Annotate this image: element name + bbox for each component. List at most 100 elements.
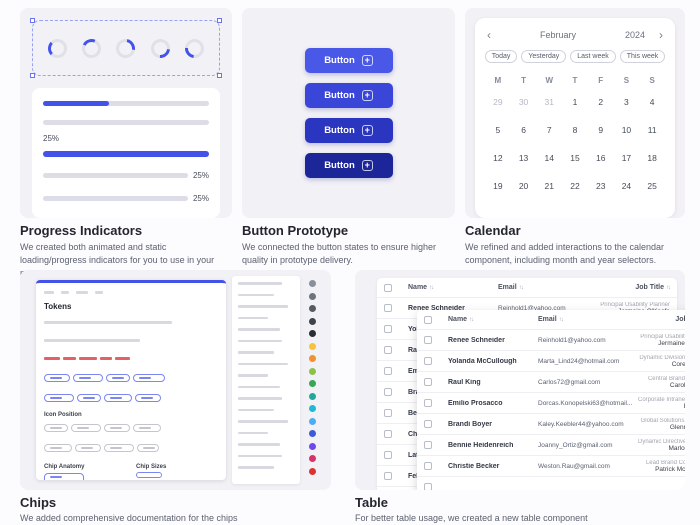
row-checkbox[interactable] xyxy=(424,441,432,449)
quick-filter-last-week[interactable]: Last week xyxy=(570,50,616,63)
progress-bar: 25% xyxy=(43,194,209,203)
chip-placeholder xyxy=(133,373,165,382)
row-checkbox[interactable] xyxy=(384,451,392,459)
quick-filter-yesterday[interactable]: Yesterday xyxy=(521,50,567,63)
date-cell[interactable]: 7 xyxy=(546,125,552,135)
row-checkbox[interactable] xyxy=(384,325,392,333)
year-selector[interactable]: 2024 xyxy=(624,30,645,40)
prototype-button[interactable]: Button + xyxy=(304,48,393,73)
date-cell[interactable]: 23 xyxy=(595,181,606,191)
date-cell[interactable]: 19 xyxy=(493,181,503,191)
date-cell[interactable]: 24 xyxy=(621,181,632,191)
row-checkbox[interactable] xyxy=(424,483,432,490)
link-text-line xyxy=(79,357,97,360)
row-checkbox[interactable] xyxy=(384,367,392,375)
date-cell[interactable]: 15 xyxy=(570,153,580,163)
weekday-label: M xyxy=(494,76,502,85)
date-cell[interactable]: 31 xyxy=(544,97,555,107)
column-header-name[interactable]: Name ↑↓ xyxy=(408,284,494,291)
cell-email: Reinhold1@yahoo.com xyxy=(498,304,566,312)
date-cell[interactable]: 30 xyxy=(518,97,529,107)
weekday-label: T xyxy=(521,76,526,85)
cell-job-title: Dynamic Directives AssistantMarlon Legro… xyxy=(638,439,685,452)
cell-job-title: Dynamic Division ArchitectCorey Rohan xyxy=(638,355,685,368)
quick-filter-today[interactable]: Today xyxy=(484,50,518,63)
row-checkbox[interactable] xyxy=(384,304,392,312)
selection-handle[interactable] xyxy=(30,18,35,23)
date-cell[interactable]: 9 xyxy=(598,125,604,135)
row-checkbox[interactable] xyxy=(384,472,392,480)
column-label: Email xyxy=(538,316,557,323)
sort-icon[interactable]: ↑↓ xyxy=(558,316,564,323)
date-cell[interactable]: 4 xyxy=(649,97,655,107)
date-cell[interactable]: 8 xyxy=(572,125,578,135)
selection-handle[interactable] xyxy=(217,18,222,23)
row-checkbox[interactable] xyxy=(424,357,432,365)
select-all-checkbox[interactable] xyxy=(384,283,392,292)
column-header-email[interactable]: Email ↑↓ xyxy=(538,316,634,323)
column-label: Job Title xyxy=(635,284,664,291)
date-cell[interactable]: 1 xyxy=(572,97,578,107)
chip-placeholder xyxy=(44,393,74,402)
date-cell[interactable]: 2 xyxy=(598,97,604,107)
chip-placeholder xyxy=(44,443,72,452)
prototype-button[interactable]: Button + xyxy=(304,118,393,143)
weekday-label: S xyxy=(623,76,630,85)
month-selector[interactable]: February xyxy=(539,30,576,40)
column-header-job-title[interactable]: Job Title↑↓ xyxy=(598,284,671,291)
select-all-checkbox[interactable] xyxy=(424,315,432,324)
row-checkbox[interactable] xyxy=(384,388,392,396)
date-cell[interactable]: 10 xyxy=(621,125,632,135)
row-checkbox[interactable] xyxy=(384,430,392,438)
date-cell[interactable]: 25 xyxy=(647,181,657,191)
button-label: Button xyxy=(324,125,355,136)
chip-placeholder xyxy=(75,443,101,452)
row-checkbox[interactable] xyxy=(384,346,392,354)
sort-icon[interactable]: ↑↓ xyxy=(518,284,524,291)
row-checkbox[interactable] xyxy=(384,409,392,417)
sort-icon[interactable]: ↑↓ xyxy=(469,316,474,323)
date-cell[interactable]: 11 xyxy=(647,125,657,135)
plus-icon: + xyxy=(361,160,373,171)
cell-job-title: Global Solutions DesignerGlenn Cremin xyxy=(638,418,685,431)
date-cell[interactable]: 14 xyxy=(544,153,555,163)
table-row xyxy=(417,477,685,490)
selection-handle[interactable] xyxy=(217,73,222,78)
date-cell[interactable]: 13 xyxy=(518,153,529,163)
prototype-button[interactable]: Button + xyxy=(304,153,393,178)
selection-handle[interactable] xyxy=(30,73,35,78)
date-cell[interactable]: 16 xyxy=(595,153,606,163)
date-cell[interactable]: 29 xyxy=(493,97,503,107)
date-cell[interactable]: 22 xyxy=(570,181,580,191)
date-cell[interactable]: 17 xyxy=(621,153,632,163)
prototype-button[interactable]: Button + xyxy=(304,83,393,108)
row-checkbox[interactable] xyxy=(424,336,432,344)
text-line xyxy=(238,408,274,411)
quick-filter-this-week[interactable]: This week xyxy=(619,50,666,63)
column-header-name[interactable]: Name ↑↓ xyxy=(448,316,534,323)
row-checkbox[interactable] xyxy=(424,378,432,386)
color-dot xyxy=(309,392,316,400)
sort-icon[interactable]: ↑↓ xyxy=(429,284,434,291)
column-header-email[interactable]: Email ↑↓ xyxy=(498,284,594,291)
row-checkbox[interactable] xyxy=(424,462,432,470)
date-cell[interactable]: 6 xyxy=(521,125,526,135)
job-role: Corporate Intranet Associate xyxy=(638,396,685,403)
sort-icon[interactable]: ↑↓ xyxy=(666,284,671,291)
chevron-left-icon[interactable]: ‹ xyxy=(487,27,491,42)
text-line xyxy=(44,321,172,324)
text-line xyxy=(238,351,274,354)
chips-doc-page: Tokens Icon Position Chip Anatomy Chip S… xyxy=(36,280,226,480)
cell-email: Marta_Lind24@hotmail.com xyxy=(538,357,620,365)
progress-indicators-card: 25% 25% 25% xyxy=(20,8,232,218)
date-cell[interactable]: 20 xyxy=(518,181,529,191)
date-cell[interactable]: 12 xyxy=(493,153,503,163)
date-cell[interactable]: 3 xyxy=(624,97,629,107)
row-checkbox[interactable] xyxy=(424,420,432,428)
chevron-right-icon[interactable]: › xyxy=(659,27,663,42)
date-cell[interactable]: 21 xyxy=(544,181,555,191)
column-header-job-title[interactable]: Job Title↑↓ xyxy=(638,316,685,323)
row-checkbox[interactable] xyxy=(424,399,432,407)
date-cell[interactable]: 5 xyxy=(495,125,501,135)
date-cell[interactable]: 18 xyxy=(647,153,657,163)
